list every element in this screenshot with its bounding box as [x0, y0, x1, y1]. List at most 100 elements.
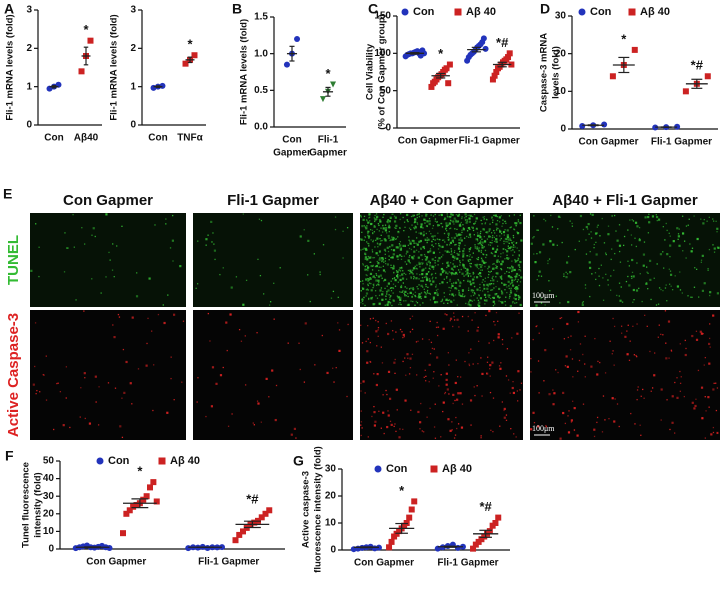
cell-signal — [420, 224, 423, 226]
cell-signal — [473, 272, 475, 275]
cell-signal — [511, 337, 513, 339]
cell-signal — [538, 332, 540, 334]
y-tick-label: 2 — [26, 43, 32, 54]
cell-signal — [590, 231, 592, 233]
cell-signal — [105, 276, 107, 278]
cell-signal — [654, 352, 656, 354]
cell-signal — [410, 277, 412, 279]
cell-signal — [481, 238, 483, 240]
cell-signal — [537, 425, 540, 428]
cell-signal — [407, 295, 409, 298]
cell-signal — [426, 263, 428, 266]
cell-signal — [460, 239, 463, 242]
cell-signal — [118, 316, 121, 318]
cell-signal — [368, 217, 370, 219]
cell-signal — [662, 225, 664, 228]
cell-signal — [445, 224, 448, 227]
cell-signal — [303, 229, 305, 231]
cell-signal — [502, 252, 504, 254]
cell-signal — [584, 284, 587, 286]
cell-signal — [589, 213, 592, 215]
cell-signal — [384, 250, 387, 252]
cell-signal — [443, 239, 445, 241]
cell-signal — [421, 279, 425, 283]
cell-signal — [423, 291, 426, 293]
legend-label: Con — [413, 6, 435, 18]
cell-signal — [585, 225, 588, 229]
cell-signal — [482, 228, 485, 231]
cell-signal — [717, 246, 720, 249]
micrograph — [530, 213, 720, 307]
cell-signal — [373, 231, 376, 233]
cell-signal — [552, 389, 554, 391]
cell-signal — [390, 289, 393, 292]
cell-signal — [440, 267, 444, 271]
cell-signal — [492, 275, 494, 278]
cell-signal — [438, 243, 440, 245]
cell-signal — [501, 343, 504, 345]
cell-signal — [469, 283, 473, 286]
cell-signal — [484, 265, 486, 268]
data-point — [704, 73, 711, 80]
cell-signal — [458, 244, 460, 247]
cell-signal — [613, 325, 616, 328]
cell-signal — [502, 222, 504, 225]
cell-signal — [688, 218, 690, 220]
cell-signal — [477, 299, 480, 302]
cell-signal — [650, 298, 652, 301]
cell-signal — [406, 353, 409, 356]
cell-signal — [491, 242, 493, 244]
cell-signal — [664, 287, 667, 289]
cell-signal — [388, 230, 390, 233]
cell-signal — [446, 266, 448, 269]
cell-signal — [543, 218, 545, 221]
cell-signal — [553, 392, 556, 395]
cell-signal — [215, 382, 218, 385]
data-point — [330, 81, 337, 88]
y-tick-label: 0.0 — [254, 122, 268, 133]
cell-signal — [273, 318, 275, 320]
cell-signal — [469, 259, 472, 261]
cell-signal — [477, 303, 480, 306]
cell-signal — [508, 239, 510, 241]
cell-signal — [397, 273, 399, 276]
cell-signal — [649, 350, 651, 353]
cell-signal — [495, 223, 498, 226]
cell-signal — [470, 289, 473, 292]
cell-signal — [173, 399, 175, 401]
legend-label: Con — [386, 463, 408, 475]
cell-signal — [486, 231, 489, 234]
cell-signal — [420, 280, 422, 282]
cell-signal — [362, 248, 364, 251]
cell-signal — [430, 341, 433, 344]
cell-signal — [446, 244, 448, 246]
cell-signal — [513, 241, 515, 243]
cell-signal — [514, 302, 516, 304]
cell-signal — [371, 415, 373, 418]
cell-signal — [620, 325, 623, 327]
cell-signal — [372, 232, 374, 235]
cell-signal — [516, 390, 518, 392]
data-point — [133, 502, 140, 508]
cell-signal — [387, 410, 389, 412]
cell-signal — [372, 239, 375, 242]
cell-signal — [448, 235, 450, 237]
cell-signal — [535, 325, 537, 328]
cell-signal — [666, 399, 668, 401]
cell-signal — [422, 233, 425, 236]
cell-signal — [517, 219, 520, 221]
cell-signal — [382, 269, 386, 272]
cell-signal — [700, 261, 703, 263]
cell-signal — [508, 285, 510, 287]
cell-signal — [429, 268, 431, 270]
cell-signal — [468, 352, 470, 354]
cell-signal — [595, 278, 597, 281]
cell-signal — [500, 263, 503, 266]
cell-signal — [453, 251, 456, 254]
cell-signal — [434, 272, 437, 275]
cell-signal — [445, 277, 448, 279]
cell-signal — [62, 424, 65, 427]
cell-signal — [503, 234, 505, 236]
data-point — [486, 528, 493, 535]
cell-signal — [466, 235, 468, 238]
